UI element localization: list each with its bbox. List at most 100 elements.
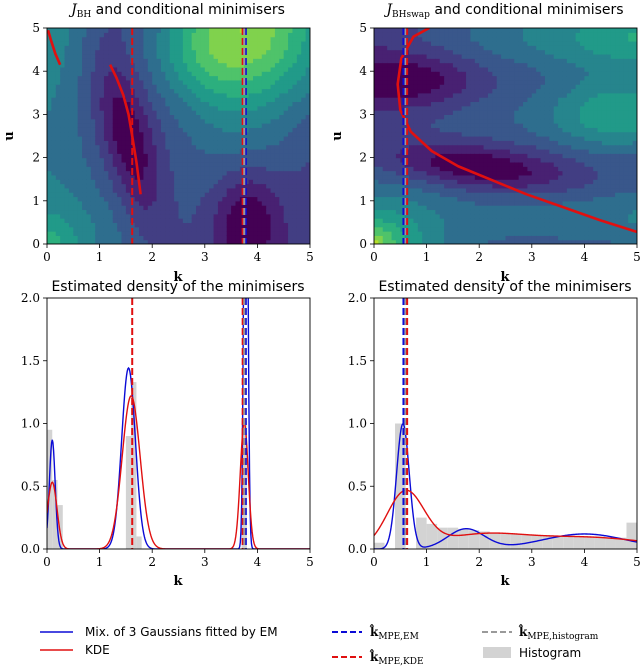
contour-cell	[95, 170, 101, 176]
contour-cell	[305, 62, 310, 68]
contour-cell	[47, 92, 52, 98]
contour-cell	[509, 179, 515, 185]
contour-cell	[274, 62, 280, 68]
contour-cell	[86, 28, 92, 33]
contour-cell	[266, 49, 272, 55]
contour-cell	[430, 157, 436, 163]
contour-cell	[147, 79, 153, 85]
contour-cell	[217, 192, 223, 198]
contour-cell	[165, 157, 171, 163]
contour-cell	[55, 79, 61, 85]
contour-cell	[536, 75, 542, 81]
contour-cell	[283, 183, 289, 189]
contour-cell	[435, 218, 441, 223]
contour-cell	[117, 153, 123, 159]
contour-cell	[226, 58, 232, 64]
contour-cell	[378, 226, 384, 232]
panel-title: JBHswap and conditional minimisers	[383, 2, 623, 20]
contour-cell	[112, 231, 118, 236]
contour-cell	[426, 235, 432, 241]
contour-cell	[108, 105, 114, 111]
contour-cell	[531, 28, 537, 33]
contour-cell	[435, 58, 441, 64]
contour-cell	[536, 28, 542, 33]
contour-cell	[483, 105, 489, 111]
contour-cell	[99, 105, 105, 111]
contour-cell	[82, 118, 88, 124]
contour-cell	[466, 40, 472, 46]
contour-cell	[182, 157, 188, 163]
contour-cell	[505, 127, 511, 133]
contour-cell	[108, 79, 114, 85]
contour-cell	[222, 79, 228, 85]
contour-cell	[474, 222, 480, 228]
contour-cell	[257, 45, 263, 51]
contour-cell	[487, 58, 493, 64]
contour-cell	[492, 231, 498, 236]
contour-cell	[439, 92, 445, 98]
contour-cell	[540, 92, 546, 98]
contour-cell	[496, 226, 502, 232]
contour-cell	[274, 239, 280, 244]
contour-cell	[200, 49, 206, 55]
contour-cell	[417, 153, 423, 159]
contour-cell	[374, 105, 379, 111]
contour-cell	[305, 213, 310, 219]
contour-cell	[99, 192, 105, 198]
contour-cell	[426, 174, 432, 180]
contour-cell	[152, 144, 158, 150]
contour-cell	[395, 144, 401, 150]
contour-cell	[156, 161, 162, 167]
contour-cell	[413, 148, 419, 154]
contour-cell	[387, 209, 393, 215]
contour-cell	[191, 62, 197, 68]
contour-cell	[191, 226, 197, 232]
contour-cell	[274, 161, 280, 167]
contour-cell	[452, 45, 458, 51]
contour-cell	[117, 28, 123, 33]
contour-cell	[501, 92, 507, 98]
contour-cell	[457, 157, 463, 163]
contour-cell	[226, 75, 232, 81]
contour-cell	[518, 92, 524, 98]
contour-cell	[103, 222, 109, 228]
contour-cell	[95, 127, 101, 133]
contour-cell	[55, 131, 61, 137]
contour-cell	[248, 153, 254, 159]
contour-cell	[222, 49, 228, 55]
y-tick-label: 0	[32, 237, 40, 251]
contour-cell	[187, 183, 193, 189]
contour-cell	[487, 123, 493, 128]
contour-cell	[55, 218, 61, 223]
contour-cell	[413, 105, 419, 111]
contour-cell	[99, 84, 105, 90]
contour-cell	[496, 110, 502, 115]
contour-cell	[77, 187, 83, 193]
contour-cell	[51, 131, 57, 137]
contour-cell	[165, 131, 171, 137]
contour-cell	[296, 140, 302, 146]
contour-cell	[130, 75, 136, 81]
contour-cell	[435, 222, 441, 228]
contour-cell	[231, 53, 237, 59]
contour-cell	[55, 127, 61, 133]
contour-cell	[55, 192, 61, 198]
contour-cell	[165, 200, 171, 206]
contour-cell	[222, 192, 228, 198]
contour-cell	[147, 36, 153, 42]
contour-cell	[226, 205, 232, 211]
contour-cell	[292, 62, 298, 68]
contour-cell	[531, 157, 537, 163]
contour-cell	[483, 170, 489, 176]
contour-cell	[382, 84, 388, 90]
contour-cell	[496, 196, 502, 202]
contour-cell	[182, 170, 188, 176]
contour-cell	[47, 136, 52, 141]
contour-cell	[413, 58, 419, 64]
contour-cell	[103, 209, 109, 215]
contour-cell	[178, 183, 184, 189]
contour-cell	[191, 144, 197, 150]
contour-cell	[51, 101, 57, 107]
contour-cell	[77, 157, 83, 163]
contour-cell	[417, 222, 423, 228]
